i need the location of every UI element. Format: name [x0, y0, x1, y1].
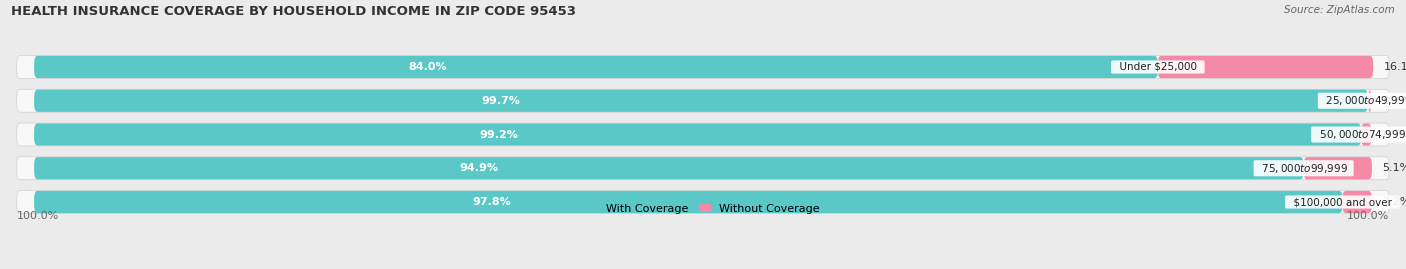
Text: 84.0%: 84.0% — [408, 62, 447, 72]
FancyBboxPatch shape — [1343, 191, 1372, 213]
Text: 100.0%: 100.0% — [1347, 211, 1389, 221]
Text: $75,000 to $99,999: $75,000 to $99,999 — [1256, 162, 1353, 175]
Text: 99.2%: 99.2% — [479, 129, 517, 140]
FancyBboxPatch shape — [34, 157, 1303, 179]
Text: 5.1%: 5.1% — [1382, 163, 1406, 173]
FancyBboxPatch shape — [1303, 157, 1372, 179]
Legend: With Coverage, Without Coverage: With Coverage, Without Coverage — [582, 200, 824, 218]
FancyBboxPatch shape — [1361, 123, 1372, 146]
Text: 2.2%: 2.2% — [1382, 197, 1406, 207]
Text: 0.27%: 0.27% — [1382, 96, 1406, 106]
FancyBboxPatch shape — [34, 90, 1368, 112]
FancyBboxPatch shape — [17, 123, 1389, 146]
Text: 97.8%: 97.8% — [472, 197, 512, 207]
Text: $100,000 and over: $100,000 and over — [1286, 197, 1398, 207]
Text: 100.0%: 100.0% — [17, 211, 59, 221]
FancyBboxPatch shape — [17, 157, 1389, 180]
Text: Source: ZipAtlas.com: Source: ZipAtlas.com — [1284, 5, 1395, 15]
Text: 0.78%: 0.78% — [1382, 129, 1406, 140]
FancyBboxPatch shape — [17, 89, 1389, 112]
Text: Under $25,000: Under $25,000 — [1112, 62, 1204, 72]
Text: 94.9%: 94.9% — [458, 163, 498, 173]
Text: $25,000 to $49,999: $25,000 to $49,999 — [1319, 94, 1406, 107]
Text: 16.1%: 16.1% — [1384, 62, 1406, 72]
FancyBboxPatch shape — [17, 190, 1389, 214]
Text: $50,000 to $74,999: $50,000 to $74,999 — [1313, 128, 1406, 141]
FancyBboxPatch shape — [1157, 56, 1374, 78]
Text: HEALTH INSURANCE COVERAGE BY HOUSEHOLD INCOME IN ZIP CODE 95453: HEALTH INSURANCE COVERAGE BY HOUSEHOLD I… — [11, 5, 576, 18]
FancyBboxPatch shape — [34, 191, 1343, 213]
FancyBboxPatch shape — [17, 55, 1389, 79]
Text: 99.7%: 99.7% — [481, 96, 520, 106]
FancyBboxPatch shape — [34, 123, 1361, 146]
FancyBboxPatch shape — [34, 56, 1157, 78]
FancyBboxPatch shape — [1368, 90, 1371, 112]
